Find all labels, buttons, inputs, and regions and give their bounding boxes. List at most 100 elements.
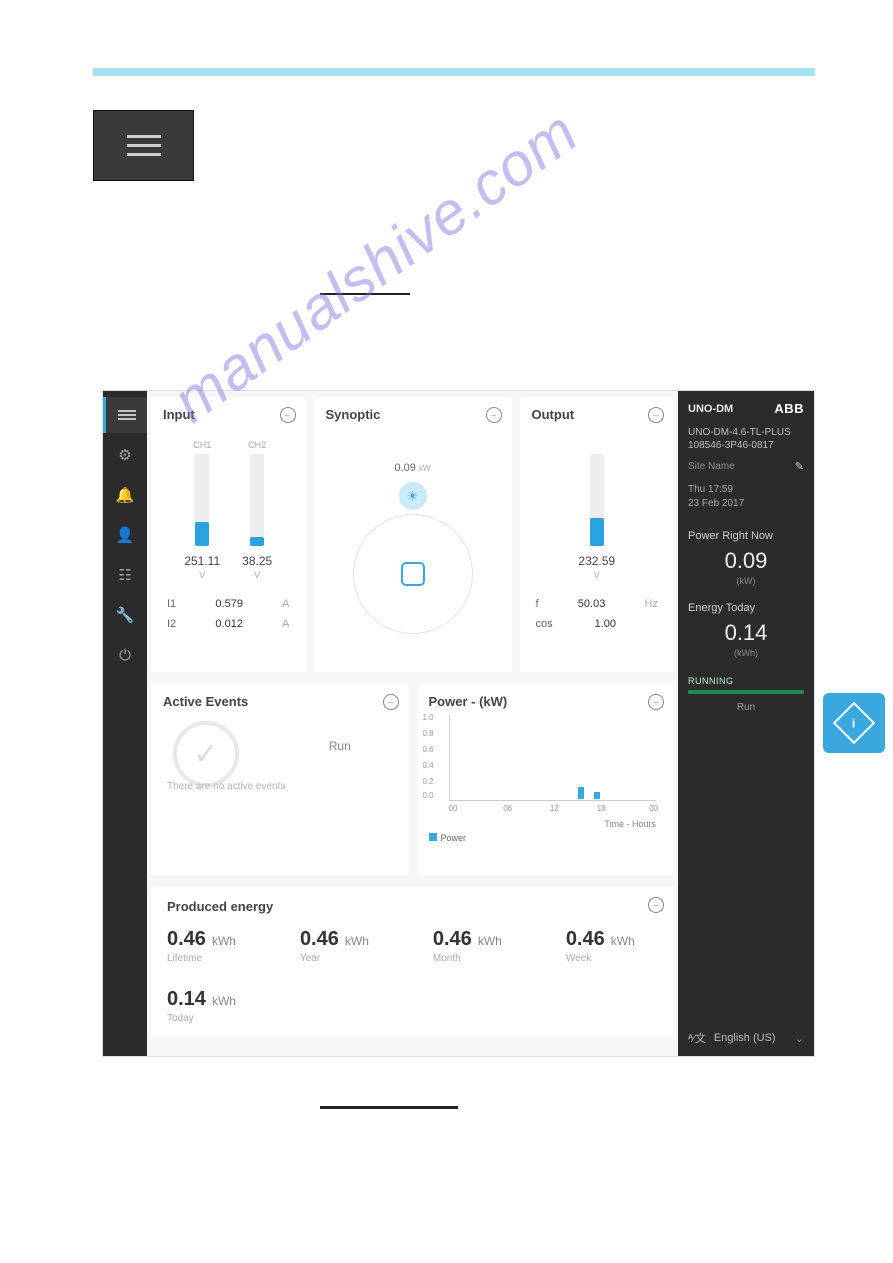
card-title: Power - (kW) [429, 694, 663, 709]
card-power-chart: Power - (kW) – 1.0 0.8 0.6 0.4 0.2 0.0 [417, 684, 675, 875]
floating-help-badge[interactable]: i [823, 693, 885, 753]
edit-icon[interactable]: ✎ [795, 460, 804, 473]
card-title: Synoptic [326, 407, 500, 422]
bar-value: 251.11 [184, 554, 220, 568]
unit: kWh [212, 994, 236, 1008]
rpanel-header: UNO-DM ABB [688, 401, 804, 416]
input-ch1: CH1 251.11 V [184, 440, 220, 580]
events-body: ✓ Run There are no active events [163, 709, 397, 859]
site-name-row[interactable]: Site Name ✎ [688, 460, 804, 473]
bar-unit: V [199, 570, 205, 580]
doc-menu-button[interactable] [93, 110, 194, 181]
collapse-icon[interactable]: – [280, 407, 296, 423]
sidenav-item-user[interactable]: 👤 [103, 517, 147, 553]
hamburger-icon [118, 408, 136, 422]
site-name-label: Site Name [688, 461, 735, 472]
right-panel: UNO-DM ABB UNO-DM-4.6-TL-PLUS 108546-3P4… [678, 391, 814, 1056]
bar-track [195, 454, 209, 546]
gear-icon: ⚙ [118, 446, 131, 464]
row-mid-cards: Active Events – ✓ Run There are no activ… [147, 678, 678, 881]
collapse-icon[interactable]: – [648, 407, 664, 423]
unit: kWh [478, 934, 502, 948]
sidenav-item-settings[interactable]: ⚙ [103, 437, 147, 473]
collapse-icon[interactable]: – [648, 897, 664, 913]
energy-row: 0.46kWh Lifetime 0.46kWh Year 0.46kWh Mo… [167, 928, 658, 964]
sun-icon: ☀ [399, 482, 427, 510]
unit: kWh [611, 934, 635, 948]
y-tick: 0.4 [423, 761, 434, 770]
unit: kWh [212, 934, 236, 948]
device-model: UNO-DM-4.6-TL-PLUS 108546-3P46-0817 [688, 426, 804, 452]
synoptic-value: 0.09 kW [394, 462, 430, 474]
sidenav-item-menu[interactable] [103, 397, 147, 433]
y-tick: 0.8 [423, 729, 434, 738]
bar-track [250, 454, 264, 546]
synoptic-area: 0.09 kW ☀ [326, 422, 500, 662]
card-input: Input – CH1 251.11 V CH2 38.25 V [151, 397, 306, 672]
row-value: 0.012 [215, 618, 243, 630]
device-title: UNO-DM [688, 403, 733, 415]
x-tick: 06 [503, 804, 512, 813]
metric-unit: (kWh) [688, 648, 804, 658]
y-tick: 0.2 [423, 777, 434, 786]
energy-row-today: 0.14 kWh Today [167, 988, 658, 1024]
value: 0.46 [566, 928, 605, 951]
collapse-icon[interactable]: – [648, 694, 664, 710]
timestamp-line: 23 Feb 2017 [688, 497, 804, 511]
collapse-icon[interactable]: – [383, 694, 399, 710]
wrench-icon: 🔧 [116, 606, 135, 624]
bar-value: 232.59 [578, 554, 615, 568]
output-bars: 232.59 V [532, 440, 663, 580]
chart-bar [594, 792, 600, 799]
row-label: I2 [167, 618, 176, 630]
input-ch2: CH2 38.25 V [242, 440, 272, 580]
timestamp: Thu 17:59 23 Feb 2017 [688, 483, 804, 510]
bell-icon: 🔔 [116, 486, 135, 504]
bar-label: CH1 [193, 440, 211, 450]
label: Today [167, 1013, 236, 1024]
card-synoptic: Synoptic – 0.09 kW ☀ [314, 397, 512, 672]
row-label: cos [536, 618, 553, 630]
row-value: 1.00 [595, 618, 616, 630]
input-bars: CH1 251.11 V CH2 38.25 V [163, 440, 294, 580]
output-row: f 50.03 Hz [532, 598, 663, 610]
card-title: Input [163, 407, 294, 422]
language-select[interactable]: ᴬ⁄文 English (US) ⌄ [688, 1030, 804, 1046]
user-icon: 👤 [116, 526, 135, 544]
row-unit: Hz [645, 598, 658, 610]
row-unit: A [282, 618, 289, 630]
chart-bar [578, 787, 584, 799]
value: 0.14 [167, 988, 206, 1011]
collapse-icon[interactable]: – [486, 407, 502, 423]
main-column: Input – CH1 251.11 V CH2 38.25 V [147, 391, 678, 1056]
label: Week [566, 953, 635, 964]
x-tick: 18 [597, 804, 606, 813]
chart-legend: Power [429, 833, 663, 843]
brand-logo: ABB [774, 401, 804, 416]
row-value: 0.579 [215, 598, 243, 610]
x-tick: 00 [449, 804, 458, 813]
row-label: f [536, 598, 539, 610]
tree-icon: ☷ [118, 566, 131, 584]
chevron-down-icon: ⌄ [795, 1032, 804, 1045]
sidenav-item-tree[interactable]: ☷ [103, 557, 147, 593]
energy-today: 0.14 kWh Today [167, 988, 236, 1024]
x-tick: 12 [550, 804, 559, 813]
run-state: Run [688, 702, 804, 713]
metric-unit: (kW) [688, 576, 804, 586]
house-icon [401, 562, 425, 586]
app-screenshot: ⚙ 🔔 👤 ☷ 🔧 ⏻ Input – CH1 251.11 V [102, 390, 815, 1057]
language-icon: ᴬ⁄文 [688, 1030, 706, 1046]
current-row: I2 0.012 A [163, 618, 294, 630]
sidenav-item-alerts[interactable]: 🔔 [103, 477, 147, 513]
events-state: Run [329, 739, 351, 753]
sidenav-item-power[interactable]: ⏻ [103, 637, 147, 673]
sidenav-item-tools[interactable]: 🔧 [103, 597, 147, 633]
energy-month: 0.46kWh Month [433, 928, 502, 964]
row-value: 50.03 [578, 598, 606, 610]
legend-label: Power [441, 833, 467, 843]
model-line: UNO-DM-4.6-TL-PLUS [688, 426, 804, 439]
unit: kW [419, 464, 431, 473]
output-rows: f 50.03 Hz cos 1.00 [532, 598, 663, 630]
value: 0.46 [300, 928, 339, 951]
